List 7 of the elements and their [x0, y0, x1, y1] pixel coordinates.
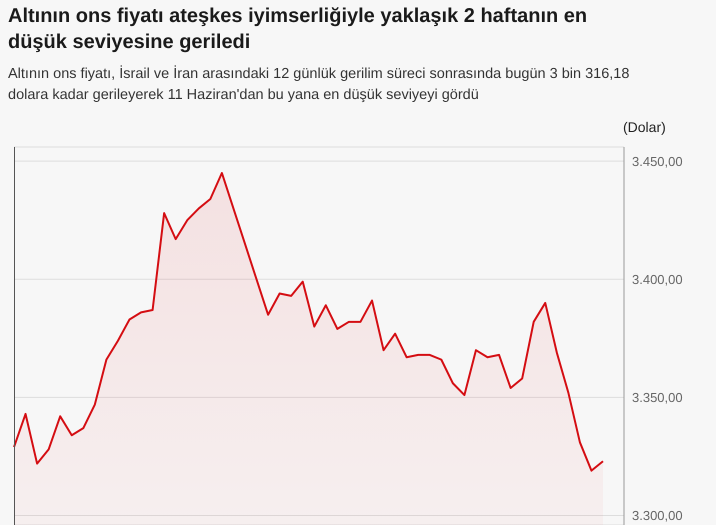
y-axis-title: (Dolar): [623, 119, 666, 135]
y-tick-label: 3.300,00: [632, 508, 683, 524]
chart-title: Altının ons fiyatı ateşkes iyimserliğiyle yaklaşık 2 haftanın en düşük seviyesine geriledi: [8, 4, 588, 55]
chart-subtitle: Altının ons fiyatı, İsrail ve İran arasındaki 12 günlük gerilim süreci sonrasında bugün 3 bin 316,18 dolara kadar gerileyerek 11 Haziran'dan bu yana en düşük seviyeyi gördü: [8, 64, 630, 105]
y-tick-label: 3.450,00: [632, 154, 683, 169]
y-tick-label: 3.350,00: [632, 390, 683, 406]
y-tick-label: 3.400,00: [632, 272, 683, 287]
